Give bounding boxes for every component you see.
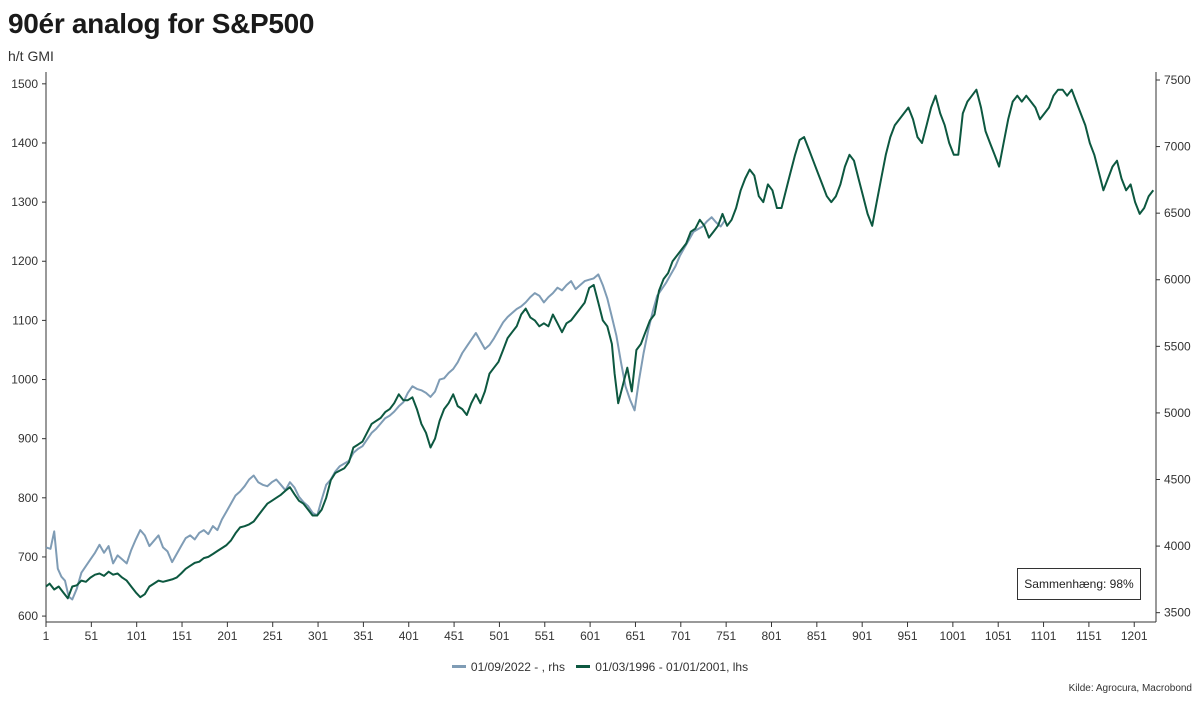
x-tick-label: 101 xyxy=(127,629,147,643)
legend-label-1996: 01/03/1996 - 01/01/2001, lhs xyxy=(595,659,749,674)
y-left-tick-label: 1200 xyxy=(11,254,38,268)
legend-item-1996: 01/03/1996 - 01/01/2001, lhs xyxy=(576,660,748,674)
x-tick-label: 151 xyxy=(172,629,192,643)
x-tick-label: 1201 xyxy=(1121,629,1148,643)
y-right-tick-label: 7000 xyxy=(1164,140,1191,154)
series-line-1996 xyxy=(45,88,1155,600)
x-tick-label: 1 xyxy=(43,629,50,643)
y-right-tick-label: 3500 xyxy=(1164,606,1191,620)
y-left-tick-label: 600 xyxy=(18,609,38,623)
legend: 01/09/2022 - , rhs 01/03/1996 - 01/01/20… xyxy=(0,657,1200,674)
y-right-tick-label: 7500 xyxy=(1164,73,1191,87)
x-tick-label: 401 xyxy=(399,629,419,643)
legend-item-2022: 01/09/2022 - , rhs xyxy=(451,659,565,674)
chart-title: 90ér analog for S&P500 xyxy=(8,8,315,39)
y-left-tick-label: 800 xyxy=(18,491,38,505)
y-right-tick-label: 4500 xyxy=(1164,473,1191,487)
x-tick-label: 951 xyxy=(898,629,918,643)
x-tick-label: 801 xyxy=(761,629,781,643)
y-left-tick-label: 700 xyxy=(18,550,38,564)
legend-swatch-1996 xyxy=(576,665,591,668)
source-note: Kilde: Agrocura, Macrobond xyxy=(1068,683,1192,694)
x-tick-label: 901 xyxy=(852,629,872,643)
x-tick-label: 651 xyxy=(625,629,645,643)
x-tick-label: 201 xyxy=(217,629,237,643)
x-tick-label: 551 xyxy=(535,629,555,643)
x-tick-label: 51 xyxy=(85,629,99,643)
x-tick-label: 251 xyxy=(263,629,283,643)
y-left-tick-label: 1500 xyxy=(11,77,38,91)
x-tick-label: 851 xyxy=(807,629,827,643)
y-left-tick-label: 1300 xyxy=(11,195,38,209)
y-right-tick-label: 4000 xyxy=(1164,539,1191,553)
y-left-tick-label: 1400 xyxy=(11,136,38,150)
x-tick-label: 1151 xyxy=(1076,629,1102,643)
x-tick-label: 701 xyxy=(671,629,691,643)
y-left-tick-label: 1000 xyxy=(11,373,38,387)
y-right-tick-label: 6000 xyxy=(1164,273,1191,287)
chart-subtitle: h/t GMI xyxy=(8,48,54,64)
correlation-annotation: Sammenhæng: 98% xyxy=(1017,568,1141,600)
x-tick-label: 501 xyxy=(489,629,509,643)
y-right-tick-label: 5000 xyxy=(1164,406,1191,420)
x-tick-label: 301 xyxy=(308,629,328,643)
x-tick-label: 751 xyxy=(716,629,736,643)
legend-label-2022: 01/09/2022 - , rhs xyxy=(470,659,565,674)
x-tick-label: 451 xyxy=(444,629,464,643)
x-tick-label: 1051 xyxy=(985,629,1012,643)
x-tick-label: 1001 xyxy=(940,629,967,643)
y-right-tick-label: 6500 xyxy=(1164,206,1191,220)
x-tick-label: 351 xyxy=(353,629,373,643)
y-right-tick-label: 5500 xyxy=(1164,339,1191,353)
x-tick-label: 1101 xyxy=(1031,629,1057,643)
axes: 1 51 101 151 201 251 301 351 401 451 501 551 601 651 7… xyxy=(11,72,1191,643)
series-lines xyxy=(45,88,1155,601)
legend-swatch-2022 xyxy=(451,665,466,668)
series-line-2022 xyxy=(45,216,727,601)
y-left-tick-label: 900 xyxy=(18,432,38,446)
x-tick-label: 601 xyxy=(580,629,600,643)
y-left-tick-label: 1100 xyxy=(12,313,38,327)
